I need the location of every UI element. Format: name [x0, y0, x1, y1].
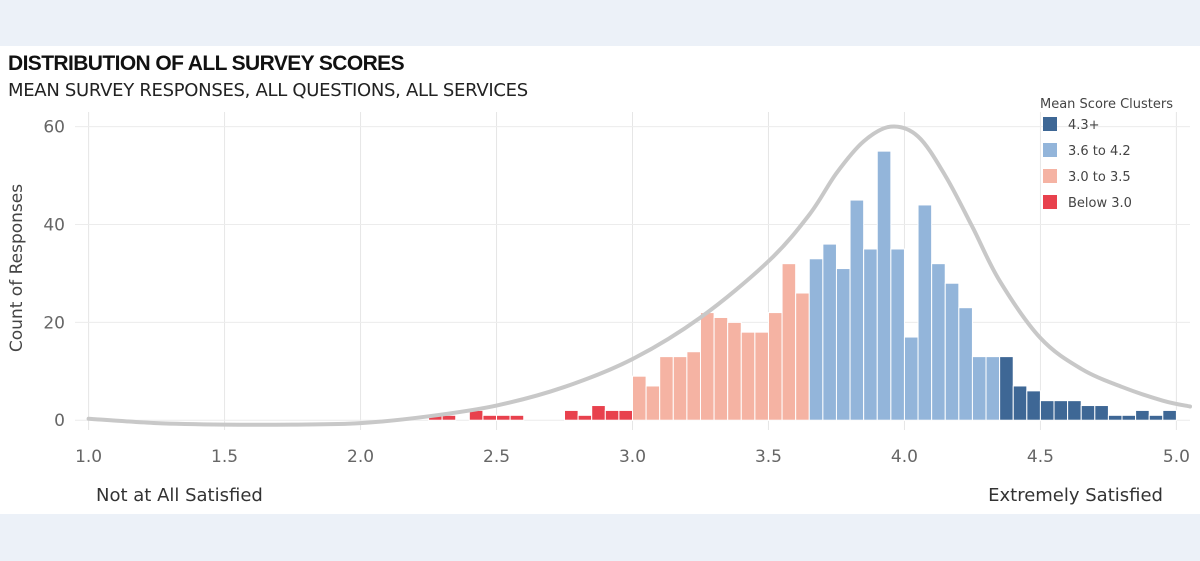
- legend-label: 3.6 to 4.2: [1068, 144, 1131, 159]
- distribution-curve: [86, 124, 1192, 427]
- legend-label: Below 3.0: [1068, 196, 1132, 211]
- scale-high-note: Extremely Satisfied: [988, 485, 1163, 506]
- histogram-bar: [1012, 385, 1028, 421]
- x-tick-label: 5.0: [1163, 447, 1190, 467]
- histogram-bar: [1026, 390, 1041, 421]
- legend-swatch: [1043, 195, 1057, 209]
- legend-label: 3.0 to 3.5: [1068, 170, 1131, 185]
- histogram-bar: [849, 199, 865, 421]
- histogram-bar: [931, 263, 946, 421]
- histogram-bar: [1094, 405, 1109, 421]
- histogram-bar: [591, 405, 606, 421]
- chart-title: DISTRIBUTION OF ALL SURVEY SCORES: [8, 52, 405, 75]
- histogram-bar: [740, 331, 756, 421]
- histogram-bar: [835, 268, 851, 421]
- histogram-bar: [713, 316, 729, 421]
- histogram-bar: [686, 351, 701, 421]
- histogram-bar: [727, 321, 742, 421]
- x-tick-label: 4.0: [891, 447, 918, 467]
- histogram-bar: [1107, 414, 1123, 421]
- histogram-bar: [985, 356, 1001, 421]
- histogram-bar: [482, 414, 498, 421]
- histogram-bar: [618, 409, 634, 421]
- histogram-bar: [496, 414, 511, 421]
- histogram-bar: [903, 336, 919, 421]
- x-tick-label: 4.5: [1027, 447, 1054, 467]
- histogram-bar: [754, 331, 769, 421]
- histogram-bar: [672, 356, 688, 421]
- x-tick-label: 3.0: [619, 447, 646, 467]
- x-tick-label: 1.5: [211, 447, 238, 467]
- legend-swatch: [1043, 117, 1057, 131]
- legend-title: Mean Score Clusters: [1040, 97, 1173, 112]
- histogram-bar: [577, 414, 593, 421]
- legend-swatch: [1043, 169, 1057, 183]
- histogram-bar: [958, 307, 973, 421]
- histogram-bar: [509, 414, 525, 421]
- histogram-bar: [659, 356, 674, 421]
- histogram-bar: [604, 409, 620, 421]
- x-tick-label: 2.0: [347, 447, 374, 467]
- histogram-bar: [1162, 409, 1177, 421]
- histogram-bar: [876, 150, 892, 421]
- histogram-bar: [1080, 405, 1096, 421]
- histogram-bar: [822, 243, 837, 421]
- y-tick-label: 60: [43, 118, 65, 138]
- histogram-bar: [767, 312, 783, 421]
- legend-label: 4.3+: [1068, 118, 1100, 133]
- histogram-bar: [645, 385, 661, 421]
- histogram-bar: [781, 263, 797, 421]
- chart-subtitle: MEAN SURVEY RESPONSES, ALL QUESTIONS, AL…: [8, 80, 528, 101]
- histogram-bar: [1039, 400, 1055, 421]
- histogram-bar: [699, 312, 715, 421]
- legend-swatch: [1043, 143, 1057, 157]
- histogram-bar: [1135, 409, 1150, 421]
- histogram-bar: [808, 258, 824, 421]
- histogram-bar: [1053, 400, 1069, 421]
- histogram-bar: [1067, 400, 1082, 421]
- y-axis-title: Count of Responses: [7, 184, 27, 352]
- histogram-bar: [1148, 414, 1164, 421]
- histogram-bar: [944, 282, 960, 421]
- histogram-bar: [999, 356, 1014, 421]
- scale-low-note: Not at All Satisfied: [96, 485, 263, 506]
- histogram-bar: [795, 292, 810, 421]
- histogram-bar: [632, 375, 647, 421]
- x-tick-label: 1.0: [75, 447, 102, 467]
- histogram-bar: [917, 204, 933, 421]
- histogram-bar: [890, 248, 905, 421]
- y-tick-label: 40: [43, 216, 65, 236]
- y-tick-label: 0: [54, 411, 65, 431]
- x-tick-label: 2.5: [483, 447, 510, 467]
- histogram-bar: [1121, 414, 1137, 421]
- histogram-bar: [863, 248, 878, 421]
- histogram-bar: [564, 409, 579, 421]
- histogram-bar: [971, 356, 987, 421]
- x-tick-label: 3.5: [755, 447, 782, 467]
- y-tick-label: 20: [43, 313, 65, 333]
